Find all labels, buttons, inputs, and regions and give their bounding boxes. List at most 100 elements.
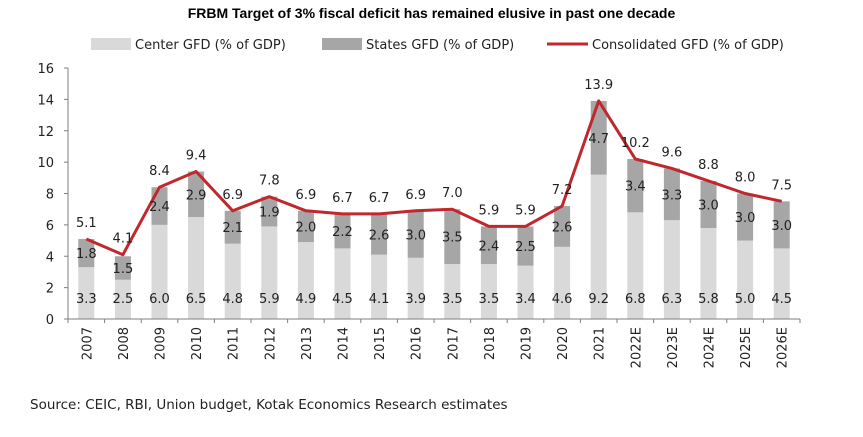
- x-tick-label-2017: 2017: [446, 327, 461, 360]
- label-consolidated-2022E: 10.2: [621, 136, 650, 151]
- bar-center-2007: [78, 267, 95, 319]
- line-layer: [85, 99, 783, 257]
- label-consolidated-2023E: 9.6: [662, 145, 683, 160]
- bar-states-2024E: [700, 180, 717, 229]
- y-tick-label-14: 14: [37, 93, 54, 108]
- bar-states-2021: [590, 100, 607, 175]
- label-states-2010: 2.9: [186, 188, 207, 203]
- bar-center-2021: [590, 174, 607, 319]
- label-center-2019: 3.4: [515, 292, 536, 307]
- bar-states-2012: [261, 196, 278, 227]
- x-tick-label-2024E: 2024E: [703, 327, 718, 368]
- label-center-2012: 5.9: [259, 292, 280, 307]
- label-consolidated-2013: 6.9: [296, 188, 317, 203]
- label-states-2013: 2.0: [296, 220, 317, 235]
- label-consolidated-2021: 13.9: [584, 78, 613, 93]
- bar-states-2015: [371, 213, 388, 255]
- y-tick-label-0: 0: [46, 313, 54, 328]
- labels-layer: 3.3 1.8 5.1 2.5 1.5 4.1 6.0 2.4 8.4 6.5 2.9 9.4 4.8 2…: [76, 78, 792, 307]
- bar-states-2025E: [737, 193, 754, 241]
- bar-center-2010: [188, 217, 205, 319]
- x-tick-label-2009: 2009: [154, 327, 169, 360]
- bar-center-2015: [371, 254, 388, 319]
- label-center-2024E: 5.8: [698, 292, 719, 307]
- bar-center-2020: [554, 246, 571, 319]
- bar-states-2019: [517, 226, 534, 266]
- label-center-2016: 3.9: [405, 292, 426, 307]
- label-consolidated-2020: 7.2: [552, 183, 573, 198]
- bar-center-2012: [261, 226, 278, 319]
- label-states-2018: 2.4: [479, 239, 500, 254]
- bar-center-2016: [407, 257, 424, 319]
- label-consolidated-2007: 5.1: [76, 216, 97, 231]
- x-tick-label-2013: 2013: [300, 327, 315, 360]
- bar-states-2008: [114, 256, 131, 280]
- label-consolidated-2026E: 7.5: [771, 178, 792, 193]
- label-center-2020: 4.6: [552, 292, 573, 307]
- label-center-2025E: 5.0: [735, 292, 756, 307]
- chart-title: FRBM Target of 3% fiscal deficit has rem…: [187, 5, 676, 21]
- y-tick-label-2: 2: [46, 282, 54, 297]
- label-states-2019: 2.5: [515, 240, 536, 255]
- bar-states-2010: [188, 171, 205, 218]
- bar-center-2009: [151, 224, 168, 319]
- x-tick-label-2018: 2018: [483, 327, 498, 360]
- bar-states-2013: [297, 210, 314, 243]
- bar-center-2022E: [627, 212, 644, 319]
- label-consolidated-2015: 6.7: [369, 191, 390, 206]
- x-tick-label-2007: 2007: [80, 327, 95, 360]
- consolidated-line: [85, 99, 783, 257]
- bar-center-2019: [517, 265, 534, 319]
- x-tick-label-2020: 2020: [556, 327, 571, 360]
- bar-center-2014: [334, 248, 351, 319]
- label-consolidated-2025E: 8.0: [735, 171, 756, 186]
- bar-states-2020: [554, 206, 571, 247]
- label-center-2010: 6.5: [186, 292, 207, 307]
- source-note: Source: CEIC, RBI, Union budget, Kotak E…: [30, 397, 508, 413]
- label-states-2024E: 3.0: [698, 198, 719, 213]
- label-center-2008: 2.5: [113, 292, 134, 307]
- label-states-2016: 3.0: [405, 228, 426, 243]
- label-consolidated-2019: 5.9: [515, 203, 536, 218]
- bar-states-2017: [444, 209, 461, 265]
- label-consolidated-2018: 5.9: [479, 203, 500, 218]
- label-center-2009: 6.0: [149, 292, 170, 307]
- label-center-2011: 4.8: [222, 292, 243, 307]
- y-tick-label-10: 10: [37, 156, 54, 171]
- bar-states-2026E: [773, 201, 790, 249]
- label-center-2013: 4.9: [296, 292, 317, 307]
- x-tick-label-2012: 2012: [263, 327, 278, 360]
- label-states-2026E: 3.0: [771, 219, 792, 234]
- bar-states-2018: [480, 226, 497, 265]
- label-states-2023E: 3.3: [662, 188, 683, 203]
- x-tick-label-2021: 2021: [593, 327, 608, 360]
- x-tick-label-2026E: 2026E: [776, 327, 791, 368]
- x-tick-label-2016: 2016: [410, 327, 425, 360]
- x-tick-label-2010: 2010: [190, 327, 205, 360]
- legend-label-states: States GFD (% of GDP): [366, 38, 514, 53]
- legend-swatch-center: [91, 38, 131, 50]
- legend-swatch-states: [322, 38, 362, 50]
- label-states-2022E: 3.4: [625, 180, 646, 195]
- label-consolidated-2024E: 8.8: [698, 158, 719, 173]
- bar-center-2025E: [737, 240, 754, 319]
- label-center-2015: 4.1: [369, 292, 390, 307]
- label-center-2023E: 6.3: [662, 292, 683, 307]
- y-tick-label-4: 4: [46, 250, 54, 265]
- label-states-2017: 3.5: [442, 231, 463, 246]
- label-center-2007: 3.3: [76, 292, 97, 307]
- label-consolidated-2010: 9.4: [186, 149, 207, 164]
- label-states-2011: 2.1: [222, 221, 243, 236]
- x-tick-label-2015: 2015: [373, 327, 388, 360]
- x-tick-label-2022E: 2022E: [629, 327, 644, 368]
- label-consolidated-2008: 4.1: [113, 232, 134, 247]
- label-consolidated-2016: 6.9: [405, 188, 426, 203]
- label-center-2018: 3.5: [479, 292, 500, 307]
- y-tick-label-6: 6: [46, 219, 54, 234]
- label-consolidated-2011: 6.9: [222, 188, 243, 203]
- x-tick-label-2008: 2008: [117, 327, 132, 360]
- bar-center-2013: [297, 242, 314, 319]
- label-consolidated-2012: 7.8: [259, 174, 280, 189]
- label-consolidated-2017: 7.0: [442, 186, 463, 201]
- bar-states-2016: [407, 210, 424, 258]
